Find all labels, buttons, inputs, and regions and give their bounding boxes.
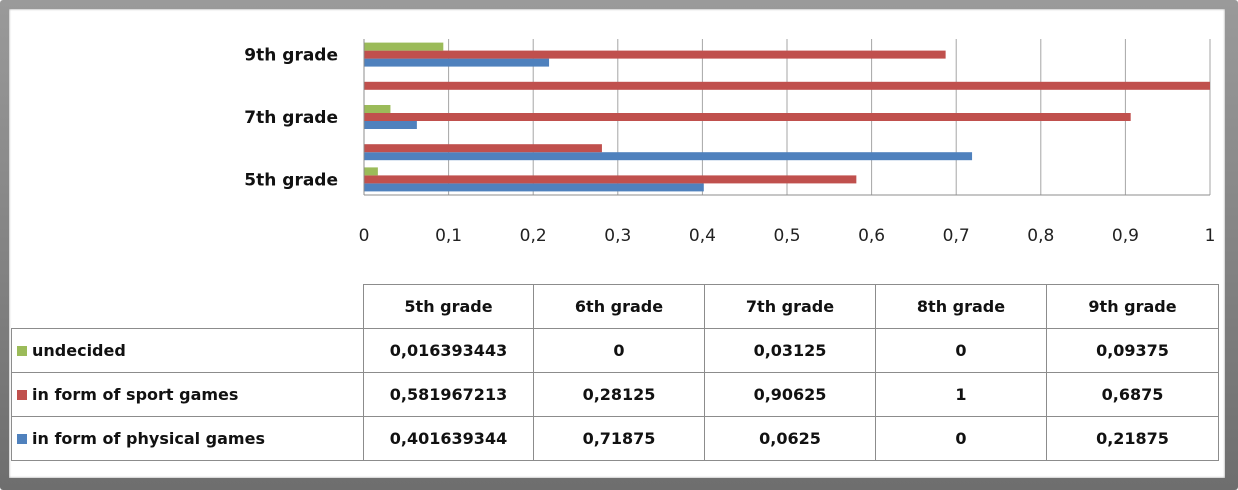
bar bbox=[364, 113, 1131, 121]
legend-label: undecided bbox=[32, 341, 126, 360]
table-cell: 0,6875 bbox=[1046, 372, 1219, 417]
bar bbox=[364, 105, 391, 113]
table-cell: 0 bbox=[533, 328, 705, 373]
table-cell: 0,28125 bbox=[533, 372, 705, 417]
table-header: 8th grade bbox=[875, 284, 1047, 329]
legend-key bbox=[17, 390, 27, 400]
table-header: 9th grade bbox=[1046, 284, 1219, 329]
bar-chart: 0 0,1 0,2 0,3 0,4 0,5 0,6 0,7 0,8 0,9 1 5th grade 7t… bbox=[244, 39, 1216, 246]
x-tick-label: 0,1 bbox=[435, 226, 462, 246]
legend-label: in form of sport games bbox=[32, 385, 239, 404]
table-header: 6th grade bbox=[533, 284, 705, 329]
table-corner bbox=[12, 285, 364, 329]
table-cell: 0,71875 bbox=[533, 416, 705, 461]
legend-cell: undecided bbox=[11, 328, 364, 373]
table-cell: 0,016393443 bbox=[363, 328, 534, 373]
bar bbox=[364, 152, 973, 161]
bar bbox=[364, 167, 378, 176]
y-category-label: 9th grade bbox=[244, 46, 338, 66]
x-tick-label: 0 bbox=[359, 226, 370, 246]
table-row: in form of sport games 0,581967213 0,28125… bbox=[11, 372, 1219, 417]
bar bbox=[364, 81, 1210, 90]
legend-cell: in form of sport games bbox=[11, 372, 364, 417]
table-cell: 0,03125 bbox=[704, 328, 876, 373]
table-cell: 1 bbox=[875, 372, 1047, 417]
bar bbox=[364, 121, 417, 129]
bar bbox=[364, 175, 857, 184]
legend-label: in form of physical games bbox=[32, 429, 265, 448]
legend-key bbox=[17, 434, 27, 444]
y-category-label: 5th grade bbox=[244, 170, 338, 190]
table-cell: 0 bbox=[875, 328, 1047, 373]
table-header-row: 5th grade 6th grade 7th grade 8th grade … bbox=[12, 284, 1219, 329]
x-tick-label: 0,2 bbox=[520, 226, 547, 246]
table-header: 7th grade bbox=[704, 284, 876, 329]
table-cell: 0,401639344 bbox=[363, 416, 534, 461]
bar bbox=[364, 42, 444, 51]
table-header: 5th grade bbox=[363, 284, 534, 329]
table-cell: 0,581967213 bbox=[363, 372, 534, 417]
table-cell: 0,0625 bbox=[704, 416, 876, 461]
legend-cell: in form of physical games bbox=[11, 416, 364, 461]
table-cell: 0,90625 bbox=[704, 372, 876, 417]
table-row: undecided 0,016393443 0 0,03125 0 0,09375 bbox=[11, 328, 1219, 373]
bar bbox=[364, 183, 704, 192]
bar bbox=[364, 50, 946, 59]
table-cell: 0 bbox=[875, 416, 1047, 461]
bar bbox=[364, 58, 550, 67]
x-tick-label: 1 bbox=[1205, 226, 1216, 246]
bar bbox=[364, 144, 602, 153]
table-cell: 0,21875 bbox=[1046, 416, 1219, 461]
data-table: 5th grade 6th grade 7th grade 8th grade … bbox=[11, 284, 1219, 461]
table-row: in form of physical games 0,401639344 0,71… bbox=[11, 416, 1219, 461]
table-cell: 0,09375 bbox=[1046, 328, 1219, 373]
x-tick-label: 0,5 bbox=[773, 226, 800, 246]
y-category-label: 7th grade bbox=[244, 108, 338, 128]
x-tick-label: 0,9 bbox=[1112, 226, 1139, 246]
legend-key bbox=[17, 346, 27, 356]
x-tick-label: 0,6 bbox=[858, 226, 885, 246]
x-tick-label: 0,3 bbox=[604, 226, 631, 246]
chart-area: 0 0,1 0,2 0,3 0,4 0,5 0,6 0,7 0,8 0,9 1 5th grade 7t… bbox=[9, 9, 1225, 478]
x-tick-label: 0,4 bbox=[689, 226, 716, 246]
x-tick-label: 0,8 bbox=[1027, 226, 1054, 246]
x-tick-label: 0,7 bbox=[943, 226, 970, 246]
